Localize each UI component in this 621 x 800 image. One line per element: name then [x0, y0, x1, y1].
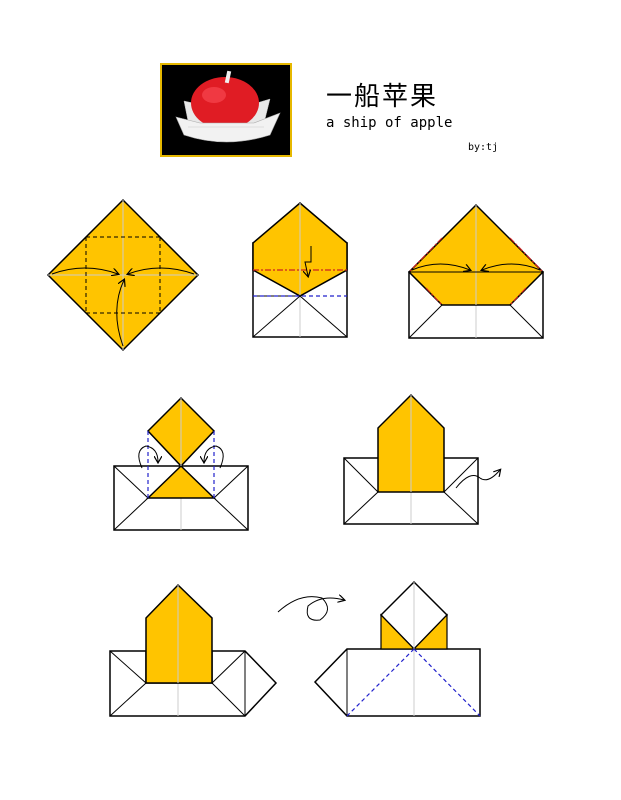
turn-over-arrow: [277, 597, 344, 621]
page-title: 一船苹果: [326, 82, 439, 112]
step-6-diagram: [109, 583, 278, 717]
author-credit: by:tj: [468, 142, 499, 153]
step-7-diagram: [313, 580, 481, 717]
step-2-diagram: [252, 202, 348, 338]
page-subtitle: a ship of apple: [326, 115, 453, 131]
step-1-diagram: [46, 198, 200, 352]
apple-boat-photo: [160, 63, 292, 157]
step-3-diagram: [407, 203, 545, 339]
step-5-diagram: [343, 393, 500, 525]
apple-boat-image: [162, 65, 290, 155]
step-4-diagram: [113, 396, 249, 531]
